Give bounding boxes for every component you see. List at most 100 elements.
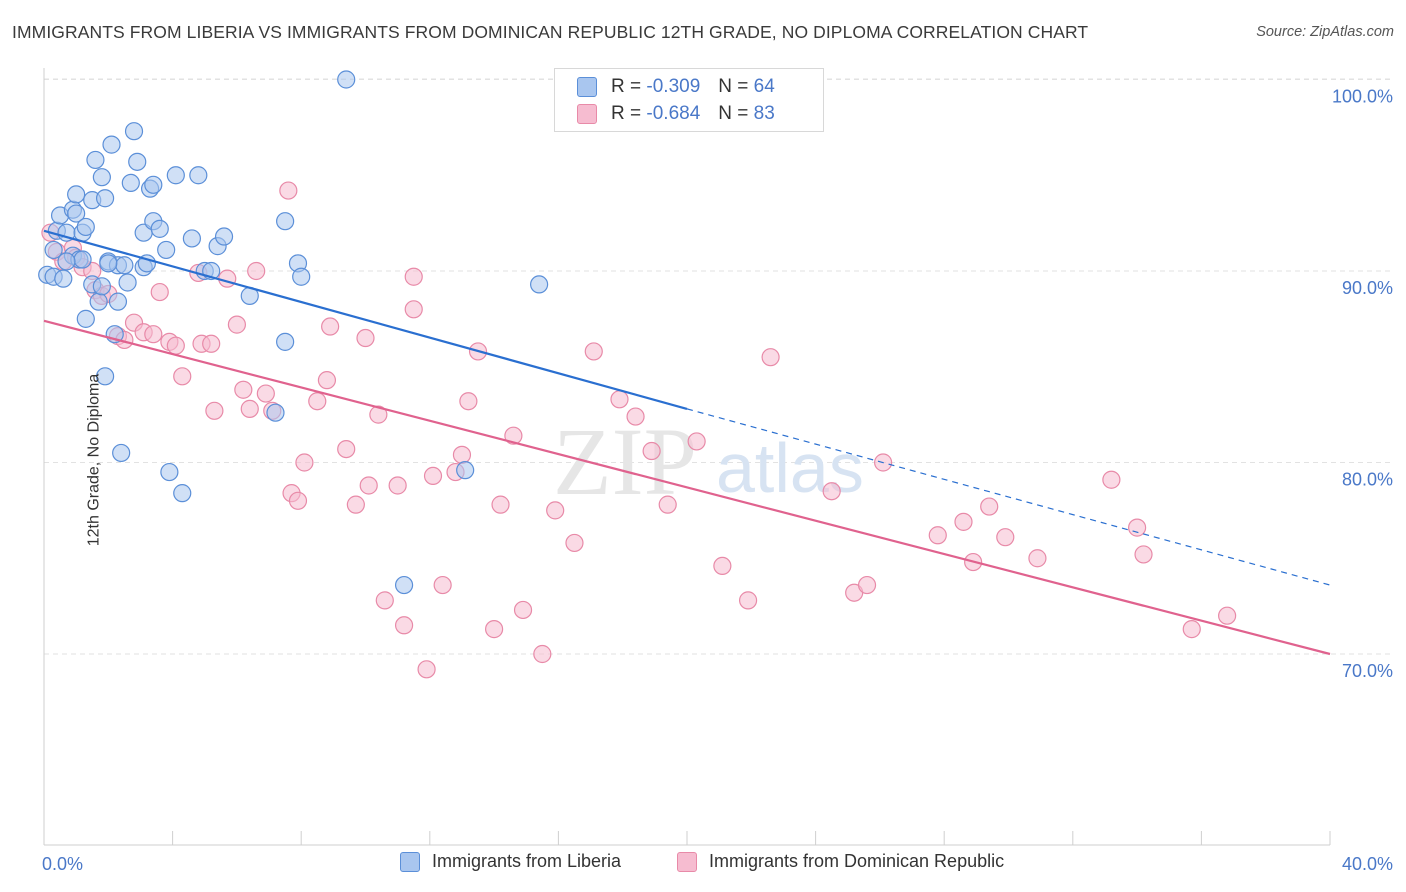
liberia-point	[67, 204, 86, 223]
dominican-point	[626, 407, 645, 426]
dominican-point	[761, 348, 780, 367]
dominican-point	[150, 282, 169, 302]
legend-item-dominican[interactable]: Immigrants from Dominican Republic	[677, 851, 1004, 872]
dominican-point	[227, 315, 246, 334]
dominican-point	[533, 644, 552, 664]
dominican-point	[980, 497, 999, 516]
liberia-legend-swatch	[400, 851, 420, 872]
liberia-point	[121, 173, 140, 193]
series-legend: Immigrants from Liberia Immigrants from …	[0, 851, 1406, 879]
liberia-trend-extension	[686, 408, 1331, 586]
liberia-point	[92, 277, 111, 296]
dominican-point	[404, 267, 423, 286]
dominican-point	[369, 405, 388, 424]
dominican-point	[234, 380, 253, 399]
dominican-point	[346, 495, 365, 514]
x-tick-label: 40.0%	[1342, 854, 1393, 874]
dominican-point	[218, 269, 237, 288]
dominican-point	[485, 620, 504, 639]
watermark-atlas: atlas	[716, 429, 864, 507]
liberia-point	[92, 168, 111, 187]
legend-label-liberia: Immigrants from Liberia	[432, 851, 622, 871]
dominican-point	[1127, 518, 1147, 537]
dominican-point	[247, 261, 266, 281]
dominican-point	[433, 575, 452, 595]
dominican-point	[738, 591, 758, 610]
dominican-point	[417, 660, 436, 679]
liberia-point	[337, 70, 356, 89]
dominican-point	[166, 336, 185, 355]
dominican-point	[356, 328, 375, 348]
liberia-point	[150, 219, 169, 238]
legend-item-liberia[interactable]: Immigrants from Liberia	[400, 851, 621, 872]
dominican-point	[279, 181, 298, 200]
dominican-point	[404, 300, 423, 319]
dominican-point	[996, 528, 1015, 547]
dominican-point	[1028, 549, 1047, 568]
y-tick-label: 100.0%	[1332, 87, 1393, 107]
dominican-point	[822, 482, 841, 501]
liberia-point	[292, 267, 311, 286]
axes	[43, 68, 1331, 846]
watermark-zip: ZIP	[553, 408, 697, 515]
dominican-legend-swatch	[677, 851, 697, 872]
dominican-point	[144, 325, 163, 344]
liberia-point	[394, 575, 414, 595]
dominican-point	[317, 371, 337, 390]
dominican-point	[1102, 470, 1121, 489]
dominican-point	[565, 533, 584, 553]
dominican-point	[321, 317, 340, 336]
liberia-point	[86, 150, 105, 170]
r-label: R =	[611, 76, 642, 97]
dominican-point	[584, 342, 603, 361]
liberia-point	[54, 269, 73, 288]
dominican-point	[642, 441, 661, 461]
dominican-point	[687, 432, 706, 451]
liberia-point	[67, 185, 86, 204]
x-tick-label: 0.0%	[42, 854, 83, 874]
dominican-point	[610, 390, 629, 409]
liberia-point	[73, 250, 92, 269]
source-credit: Source: ZipAtlas.com	[1256, 24, 1394, 40]
liberia-points	[38, 70, 549, 595]
liberia-point	[276, 212, 295, 231]
liberia-point	[266, 403, 285, 422]
dominican-point	[288, 491, 308, 510]
chart-title: IMMIGRANTS FROM LIBERIA VS IMMIGRANTS FR…	[12, 22, 1089, 42]
liberia-point	[214, 227, 234, 246]
liberia-point	[160, 462, 179, 482]
liberia-point	[57, 252, 76, 271]
dominican-point	[359, 476, 378, 495]
dominican-trend-line	[43, 319, 1331, 656]
legend-label-dominican: Immigrants from Dominican Republic	[709, 851, 1005, 871]
dominican-point	[240, 399, 259, 418]
dominican-point	[337, 439, 356, 459]
dominican-point	[205, 401, 224, 420]
liberia-point	[157, 240, 176, 260]
dominican-point	[954, 512, 973, 531]
liberia-point	[89, 292, 108, 311]
n-label: N =	[718, 103, 749, 124]
n-value: 83	[753, 103, 775, 124]
liberia-trend-line	[43, 229, 688, 410]
dominican-point	[546, 501, 565, 520]
liberia-point	[276, 332, 295, 351]
liberia-point	[76, 309, 95, 328]
y-tick-label: 80.0%	[1342, 470, 1393, 490]
stats-row-liberia: R = -0.309 N = 64	[577, 74, 775, 100]
stats-legend: R = -0.309 N = 64 R = -0.684 N = 83	[554, 68, 824, 132]
liberia-point	[76, 217, 95, 237]
liberia-point	[44, 240, 63, 260]
liberia-point	[128, 152, 147, 171]
r-label: R =	[611, 103, 642, 124]
liberia-point	[102, 135, 121, 154]
dominican-point	[202, 334, 221, 353]
tick-labels: 70.0% 80.0% 90.0% 100.0% 0.0% 40.0%	[42, 87, 1393, 875]
dominican-point	[504, 426, 523, 445]
liberia-point	[124, 122, 144, 141]
liberia-point	[456, 461, 475, 480]
dominican-point	[394, 616, 414, 635]
dominican-point	[928, 526, 947, 545]
watermark: ZIP atlas	[553, 408, 864, 515]
liberia-point	[189, 166, 208, 185]
